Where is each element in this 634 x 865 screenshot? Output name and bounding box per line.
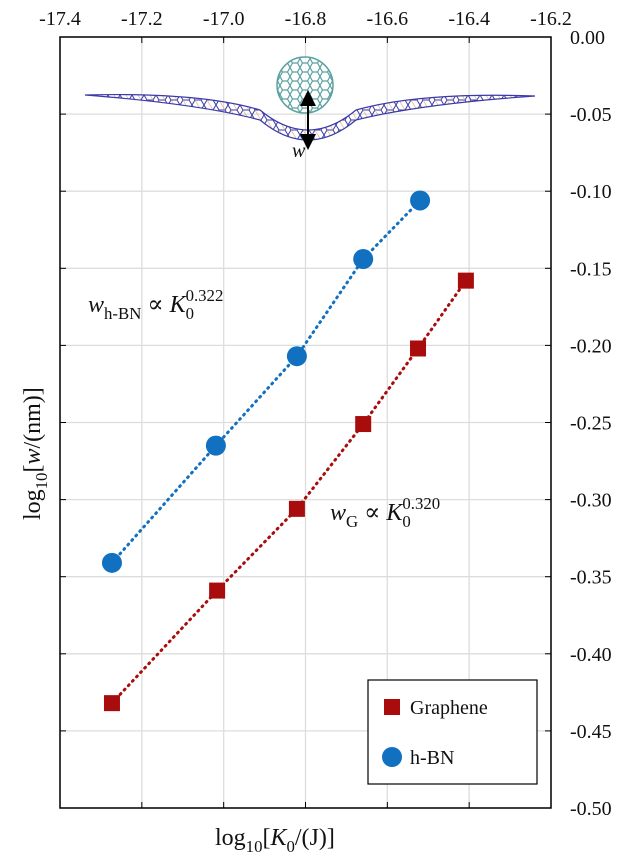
rich-text: log10[K0/(J)] [215,825,335,856]
legend-box [367,679,538,785]
y-tick-label: -0.25 [570,413,612,435]
legend-label: h-BN [410,747,454,769]
y-tick-label: -0.45 [570,721,612,743]
point [288,500,305,517]
text-part: 10 [32,473,51,490]
x-tick-label: -16.8 [285,8,327,30]
point [103,695,120,712]
point [205,435,226,456]
fit-line [110,279,468,705]
point [286,346,307,367]
plot-frame [59,36,552,809]
text-part: 0 [402,512,410,531]
text-part: K [269,825,288,851]
y-tick-label: -0.10 [570,181,612,203]
y-tick-label: -0.15 [570,258,612,280]
x-tick-label: -17.0 [203,8,245,30]
y-tick-label: -0.35 [570,567,612,589]
x-tick-label: -17.4 [39,8,81,30]
inset-label: w [292,140,306,162]
point [457,272,474,289]
point [101,552,122,573]
point [410,340,427,357]
text-part: K [385,500,404,526]
text-part: G [346,512,358,531]
fullerene-mesh [277,57,333,113]
x-tick-label: -16.4 [448,8,490,30]
y-tick-label: -0.20 [570,335,612,357]
text-part: /(J)] [295,825,335,851]
text-part: w [88,292,104,318]
rich-text: wh-BN ∝ K00.322 [88,286,223,323]
text-part: 0.322 [186,286,224,305]
y-tick-label: -0.40 [570,644,612,666]
text-part: log [20,489,46,520]
x-tick-label: -16.2 [530,8,572,30]
point [355,416,372,433]
text-part: 0.320 [402,494,440,513]
text-part: h-BN [104,304,141,323]
text-part: [ [262,825,270,851]
text-part: log [215,825,246,851]
point [410,190,431,211]
sheet [84,93,536,141]
rich-text: wG ∝ K00.320 [330,494,440,531]
text-part: 10 [246,837,263,856]
x-tick-label: -16.6 [366,8,408,30]
x-tick-label: -17.2 [121,8,163,30]
legend-swatch [384,699,400,715]
text-part: ∝ [358,500,386,526]
y-tick-label: -0.50 [570,798,612,820]
inset-graphic: w [84,56,536,162]
text-part: 0 [286,837,294,856]
point [353,249,374,270]
text-part: K [169,292,188,318]
legend-swatch [382,747,402,767]
text-part: 0 [186,304,194,323]
y-tick-label: 0.00 [570,27,605,49]
text-part: /(nm)] [20,387,46,448]
y-tick-label: -0.05 [570,104,612,126]
text-part: ∝ [141,292,169,318]
point [209,582,226,599]
text-part: [ [20,465,46,473]
legend-label: Graphene [410,697,488,719]
text-part: w [330,500,346,526]
y-tick-label: -0.30 [570,490,612,512]
rich-text: log10[w/(nm)] [20,387,51,520]
text-part: w [20,449,46,465]
